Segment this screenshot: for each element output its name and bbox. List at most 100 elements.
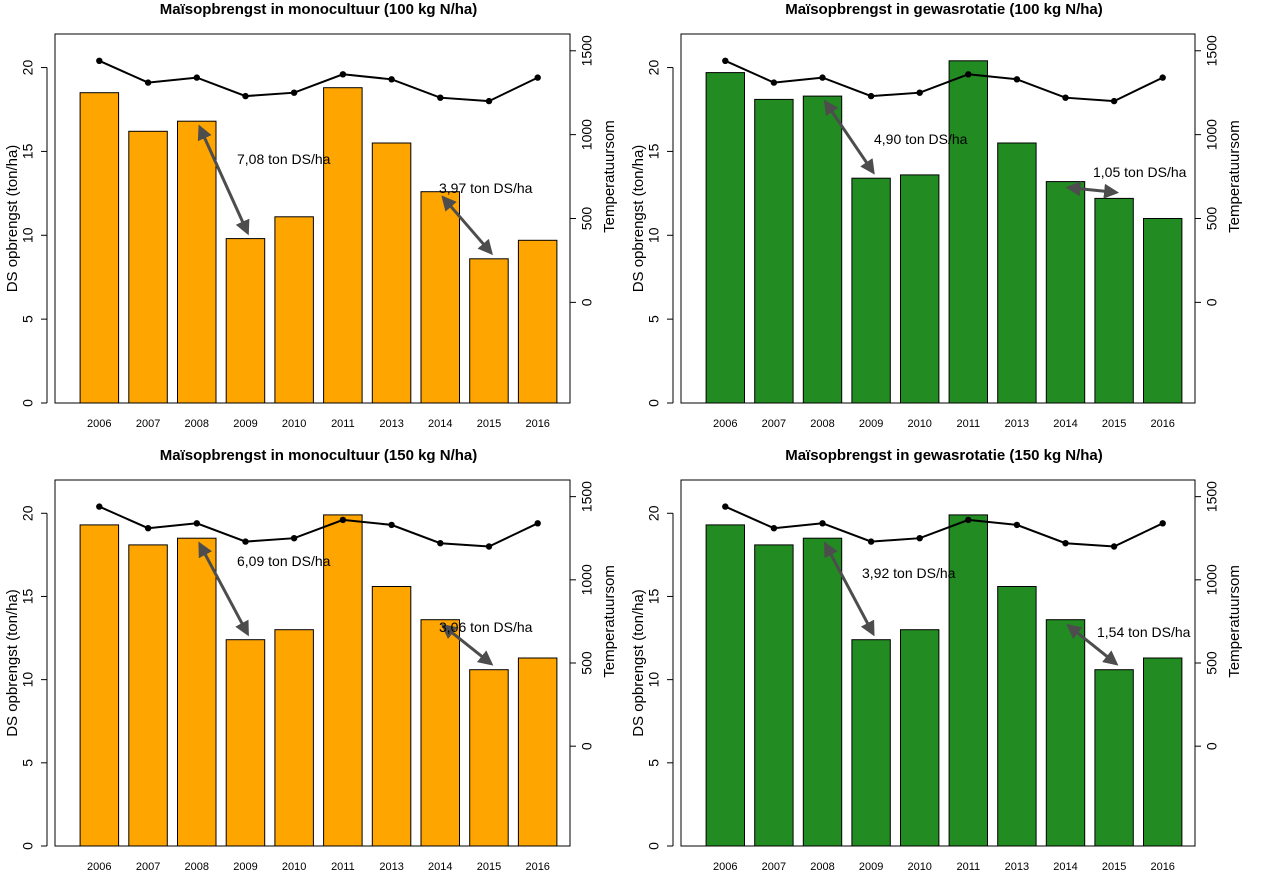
y-tick-label: 10 [20, 227, 36, 243]
x-tick-label: 2013 [1005, 418, 1029, 430]
chart-title: Maïsopbrengst in monocultuur (100 kg N/h… [160, 1, 478, 18]
y-axis-title: DS opbrengst (ton/ha) [4, 145, 21, 293]
temperature-point [1159, 520, 1166, 527]
difference-label: 1,54 ton DS/ha [1097, 624, 1191, 640]
y-axis-title: DS opbrengst (ton/ha) [4, 589, 21, 737]
difference-label: 4,90 ton DS/ha [874, 131, 968, 147]
y-tick-label: 15 [646, 143, 662, 159]
temperature-point [770, 525, 778, 532]
y2-tick-label: 500 [1204, 651, 1220, 675]
y-tick-label: 15 [20, 143, 36, 159]
temperature-point [388, 76, 395, 83]
bar-2011 [323, 87, 363, 404]
x-tick-label: 2014 [428, 861, 452, 873]
bar-2013 [371, 586, 412, 847]
y-tick-label: 0 [20, 399, 36, 407]
temperature-point [1013, 521, 1021, 529]
y2-tick-label: 500 [579, 207, 595, 231]
temperature-point [722, 503, 729, 510]
temperature-point [339, 71, 347, 78]
chart-title: Maïsopbrengst in gewasrotatie (150 kg N/… [785, 447, 1103, 464]
y-tick-label: 20 [20, 505, 36, 521]
difference-arrow [440, 623, 494, 666]
y-tick-label: 20 [20, 60, 36, 76]
chart-panel-4: Maïsopbrengst in gewasrotatie (150 kg N/… [630, 447, 1243, 873]
x-tick-label: 2014 [1053, 861, 1077, 873]
temperature-line [724, 59, 1164, 103]
x-tick-label: 2010 [282, 861, 306, 873]
bar-2014 [1045, 181, 1086, 404]
y2-tick-label: 0 [1204, 298, 1220, 306]
temperature-point [534, 74, 541, 81]
y-axis-title: DS opbrengst (ton/ha) [630, 145, 647, 293]
y-tick-label: 10 [646, 227, 662, 243]
y-tick-label: 10 [20, 672, 36, 688]
bar-2014 [420, 191, 460, 404]
x-tick-label: 2013 [379, 861, 403, 873]
temperature-point [485, 97, 493, 105]
bar-2014 [1045, 619, 1086, 847]
difference-arrow [1066, 623, 1119, 666]
bar-2015 [469, 258, 509, 404]
temperature-point [290, 89, 298, 96]
x-tick-label: 2007 [136, 861, 160, 873]
x-tick-label: 2006 [713, 418, 737, 430]
x-tick-label: 2015 [477, 861, 501, 873]
x-tick-label: 2014 [428, 418, 452, 430]
temperature-point [485, 543, 493, 550]
y2-tick-label: 1000 [1204, 564, 1220, 595]
temperature-point [722, 57, 729, 64]
bar-2010 [900, 629, 940, 847]
temperature-point [965, 71, 972, 78]
y-tick-label: 5 [646, 315, 662, 323]
chart-panel-3: Maïsopbrengst in monocultuur (150 kg N/h… [4, 447, 618, 873]
bar-2015 [1094, 197, 1134, 404]
bar-2007 [754, 98, 794, 404]
temperature-point [144, 525, 152, 532]
y-tick-label: 10 [646, 672, 662, 688]
bar-2015 [1094, 669, 1134, 847]
bar-2007 [128, 130, 168, 404]
temperature-line [98, 505, 539, 548]
bar-2007 [128, 544, 168, 847]
bar-2008 [177, 537, 217, 847]
y2-axis-title: Temperatuursom [1226, 120, 1243, 233]
y2-tick-label: 1000 [579, 119, 595, 150]
bar-2016 [1143, 657, 1183, 847]
y2-tick-label: 1000 [579, 564, 595, 595]
bar-2014 [420, 619, 460, 847]
y2-tick-label: 1500 [579, 35, 595, 66]
temperature-point [819, 520, 826, 527]
x-tick-label: 2015 [477, 418, 501, 430]
difference-arrow [823, 99, 875, 175]
chart-panel-1: Maïsopbrengst in monocultuur (100 kg N/h… [4, 1, 618, 430]
difference-label: 3,97 ton DS/ha [439, 180, 533, 196]
temperature-point [437, 540, 444, 547]
y-tick-label: 0 [646, 399, 662, 407]
x-tick-label: 2008 [810, 418, 834, 430]
x-tick-label: 2009 [233, 861, 257, 873]
temperature-point [1062, 540, 1069, 547]
x-tick-label: 2007 [136, 418, 160, 430]
x-tick-label: 2006 [87, 861, 111, 873]
bar-2010 [274, 629, 314, 847]
x-tick-label: 2015 [1102, 861, 1126, 873]
bar-2013 [997, 142, 1037, 404]
x-tick-label: 2007 [762, 418, 786, 430]
y2-tick-label: 0 [1204, 742, 1220, 750]
x-tick-label: 2011 [956, 418, 980, 430]
difference-label: 3,92 ton DS/ha [862, 565, 956, 581]
x-tick-label: 2016 [525, 861, 549, 873]
temperature-point [437, 94, 444, 101]
bar-2011 [323, 514, 363, 847]
x-tick-label: 2016 [1150, 418, 1174, 430]
bar-2013 [371, 142, 412, 404]
difference-arrow [197, 124, 250, 236]
x-tick-label: 2006 [87, 418, 111, 430]
temperature-point [1013, 76, 1021, 83]
temperature-point [1159, 74, 1166, 81]
y-tick-label: 5 [20, 759, 36, 767]
temperature-point [916, 89, 923, 96]
temperature-point [1062, 94, 1069, 101]
